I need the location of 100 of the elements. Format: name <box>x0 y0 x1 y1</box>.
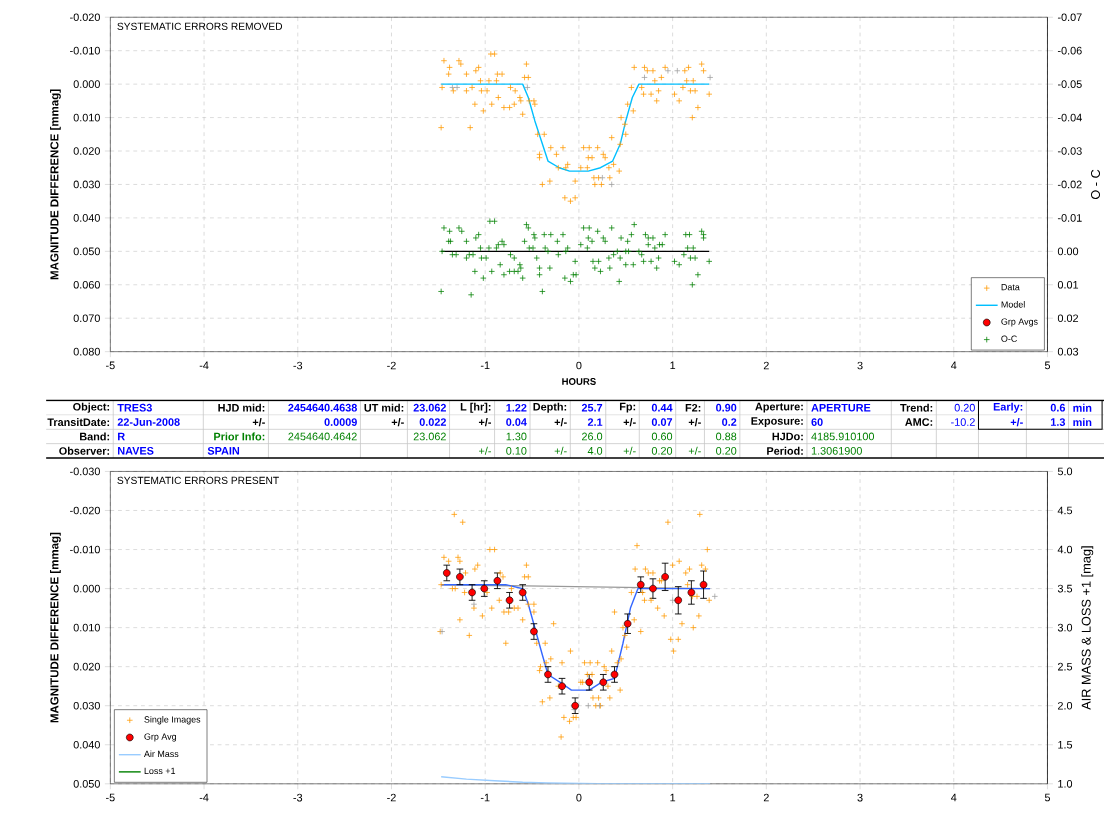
y2-tick-label: -0.04 <box>1057 113 1082 122</box>
text: 23.062 <box>413 403 446 412</box>
text: +/- <box>554 446 567 455</box>
point <box>544 670 552 679</box>
point <box>608 181 615 188</box>
y2-tick-label: -0.07 <box>1057 13 1082 21</box>
text: Aperture: <box>755 402 803 413</box>
y2-tick-label: 2.0 <box>1057 701 1073 710</box>
x-tick-label: -3 <box>293 793 303 802</box>
point <box>706 74 714 81</box>
chart-title: SYSTEMATIC ERRORS REMOVED <box>117 22 283 30</box>
x-tick-label: 1 <box>670 793 676 802</box>
text: 0.88 <box>716 432 737 441</box>
text: Exposure: <box>751 416 803 427</box>
point <box>530 627 538 636</box>
y-tick-label: 0.040 <box>73 213 100 222</box>
point <box>453 84 461 91</box>
text: min <box>1073 403 1092 412</box>
point <box>518 588 527 597</box>
legend-label: Data <box>1001 283 1020 291</box>
text: +/- <box>391 417 404 426</box>
text: 60 <box>811 418 823 426</box>
chart-title: SYSTEMATIC ERRORS PRESENT <box>117 476 279 484</box>
point <box>493 576 502 585</box>
point <box>636 580 645 589</box>
y-tick-label: 0.020 <box>73 146 100 155</box>
text: 0.2 <box>722 418 737 426</box>
y2-tick-label: 0.02 <box>1057 314 1079 322</box>
text: 0.20 <box>716 446 737 455</box>
text: NAVES <box>118 446 154 455</box>
y2-axis-title: O - C <box>1090 169 1101 199</box>
y2-tick-label: -0.03 <box>1057 146 1082 155</box>
text: APERTURE <box>811 403 871 412</box>
text: TransitDate: <box>47 417 110 426</box>
text: L [hr]: <box>460 402 491 413</box>
x-tick-label: -1 <box>480 361 490 369</box>
y2-tick-label: -0.01 <box>1057 213 1082 222</box>
text: 1.3 <box>1051 418 1066 426</box>
y-tick-label: 0.020 <box>73 662 100 671</box>
y2-tick-label: -0.06 <box>1057 46 1082 55</box>
legend-label: Loss +1 <box>144 767 176 774</box>
point <box>599 678 608 686</box>
y-tick-label: -0.010 <box>70 46 100 55</box>
text: SPAIN <box>207 446 240 455</box>
y-tick-label: 0.030 <box>73 180 100 189</box>
point <box>674 67 681 74</box>
x-tick-label: -4 <box>199 361 209 369</box>
x-tick-label: 1 <box>670 361 676 369</box>
text: 4185.910100 <box>811 432 875 441</box>
text: Period: <box>767 446 803 455</box>
text: Trend: <box>900 403 933 412</box>
text: 22-Jun-2008 <box>117 418 180 426</box>
y2-tick-label: 1.5 <box>1058 740 1073 749</box>
legend-label: Single Images <box>144 715 201 725</box>
text: +/- <box>479 446 491 455</box>
text: Early: <box>993 402 1023 413</box>
text: 4.0 <box>587 446 603 455</box>
y-tick-label: 0.050 <box>73 779 100 788</box>
point <box>699 580 708 589</box>
y2-tick-label: 1.0 <box>1058 779 1073 788</box>
y-tick-label: 0.080 <box>73 347 100 356</box>
text: 1.30 <box>506 432 527 441</box>
text: Depth: <box>533 402 567 413</box>
point <box>669 596 676 604</box>
point <box>558 682 566 690</box>
y2-tick-label: 0.03 <box>1057 347 1079 356</box>
text: 0.022 <box>419 418 446 426</box>
x-tick-label: 4 <box>950 361 957 369</box>
y-tick-label: -0.020 <box>70 506 100 515</box>
y-tick-label: -0.030 <box>70 467 100 476</box>
point <box>599 174 606 181</box>
y2-tick-label: 2.5 <box>1057 662 1073 671</box>
y-tick-label: 0.070 <box>73 314 100 322</box>
point <box>649 584 657 593</box>
x-tick-label: 0 <box>576 361 582 370</box>
x-tick-label: -1 <box>480 793 490 802</box>
text: Fp: <box>619 402 636 413</box>
point <box>571 701 579 710</box>
text: 0.07 <box>651 418 673 426</box>
y-tick-label: 0.000 <box>73 80 100 88</box>
y2-tick-label: 4.5 <box>1057 506 1073 515</box>
text: +/- <box>688 417 701 426</box>
text: 25.7 <box>581 403 603 412</box>
x-tick-label: -5 <box>106 793 115 802</box>
point <box>470 600 478 608</box>
text: Band: <box>80 432 110 441</box>
point <box>585 678 593 686</box>
text: +/- <box>623 446 636 455</box>
x-tick-label: 0 <box>576 793 582 802</box>
y-axis-title: MAGNITUDE DIFFERENCE [mmag] <box>50 532 61 723</box>
text: 0.04 <box>506 418 527 426</box>
point <box>468 588 476 597</box>
point <box>641 74 648 81</box>
point <box>480 584 489 593</box>
text: 26.0 <box>582 432 603 441</box>
text: 0.20 <box>651 446 673 455</box>
x-tick-label: 2 <box>763 361 769 369</box>
text: Prior Info: <box>214 432 265 441</box>
text: 2454640.4638 <box>288 403 357 412</box>
y2-tick-label: -0.05 <box>1057 80 1082 88</box>
